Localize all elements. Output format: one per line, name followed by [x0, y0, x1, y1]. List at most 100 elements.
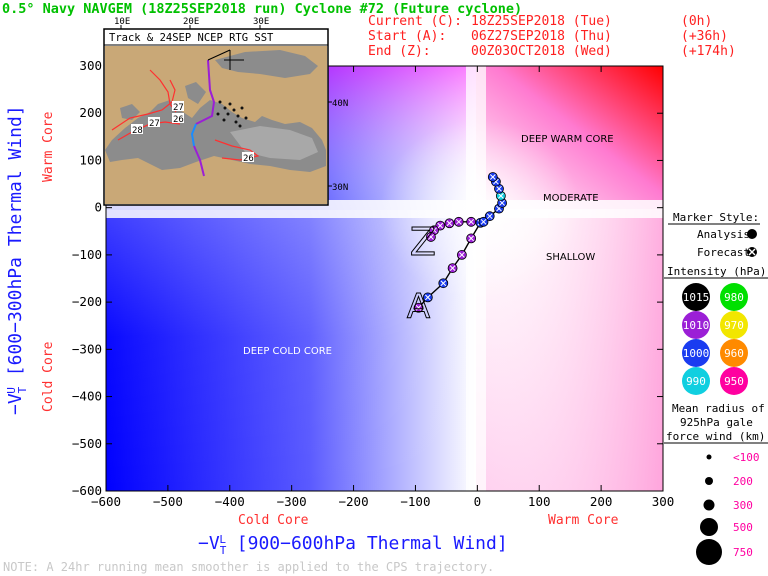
label-deep-cold-core: DEEP COLD CORE	[243, 346, 332, 357]
trajectory-point	[444, 218, 455, 229]
radius-legend-item: 200	[705, 475, 753, 488]
inset-sst-26b: 26	[243, 154, 254, 164]
inset-sst-28: 28	[132, 126, 143, 136]
trajectory-point	[466, 216, 477, 227]
legend: Marker Style: Analysis: Forecast: Intens…	[664, 211, 768, 565]
start-marker-a: A	[407, 287, 430, 327]
trajectory-point	[456, 249, 467, 260]
legend-forecast-label: Forecast:	[697, 246, 757, 259]
svg-text:500: 500	[733, 521, 753, 534]
x-cold-core-label: Cold Core	[238, 513, 309, 528]
x-tick-label: 200	[590, 494, 613, 509]
inset-lat-30n: 30N	[332, 183, 348, 193]
y-tick-label: −200	[72, 294, 102, 309]
trajectory-point	[487, 172, 498, 182]
x-axis-ticks: −600 −500 −400 −300 −200 −100 0 100 200 300	[91, 66, 674, 509]
trajectory-point	[422, 292, 433, 303]
time-current-date: 18Z25SEP2018 (Tue)	[471, 14, 612, 29]
svg-text:960: 960	[724, 347, 744, 360]
trajectory-point	[413, 302, 424, 313]
y-tick-label: −100	[72, 247, 102, 262]
svg-text:950: 950	[724, 375, 744, 388]
x-axis-title: −VTL [900−600hPa Thermal Wind]	[198, 533, 508, 557]
svg-text:925hPa gale: 925hPa gale	[680, 416, 753, 429]
trajectory-point	[429, 225, 439, 236]
intensity-swatch: 990	[682, 367, 710, 395]
x-tick-label: −100	[400, 494, 430, 509]
inset-lon-10e: 10E	[114, 17, 130, 27]
intensity-swatch: 1010	[682, 311, 710, 339]
time-start-offset: (+36h)	[681, 29, 728, 44]
x-tick-label: −200	[339, 494, 369, 509]
intensity-swatch: 960	[720, 339, 748, 367]
time-end-label: End (Z):	[368, 44, 431, 59]
y-axis-title: −VTU [600−300hPa Thermal Wind]	[5, 105, 29, 415]
radius-legend-item: 750	[696, 539, 753, 565]
svg-text:−VTU [600−300hPa Thermal Wind]: −VTU [600−300hPa Thermal Wind]	[5, 105, 29, 415]
intensity-swatch: 1015	[682, 283, 710, 311]
time-current-label: Current (C):	[368, 14, 462, 29]
trajectory-point	[497, 198, 507, 208]
inset-title: Track & 24SEP NCEP RTG SST	[109, 32, 274, 44]
y-tick-label: −300	[72, 341, 102, 356]
y-cold-core-label: Cold Core	[41, 341, 56, 412]
footnote: NOTE: A 24hr running mean smoother is ap…	[3, 560, 494, 574]
inset-lon-30e: 30E	[253, 17, 269, 27]
svg-text:Mean radius of: Mean radius of	[672, 402, 765, 415]
svg-text:990: 990	[686, 375, 706, 388]
legend-forecast-marker	[747, 247, 757, 257]
svg-text:1010: 1010	[683, 319, 710, 332]
time-start-date: 06Z27SEP2018 (Thu)	[471, 29, 612, 44]
svg-text:force wind (km):: force wind (km):	[666, 430, 768, 443]
y-tick-label: 200	[79, 105, 102, 120]
x-warm-core-label: Warm Core	[548, 513, 619, 528]
trajectory-point	[438, 278, 449, 289]
y-tick-label: 0	[94, 200, 102, 215]
trajectory-point	[426, 232, 436, 242]
trajectory-point	[466, 233, 477, 244]
radius-legend-item: 300	[703, 499, 753, 512]
radius-legend-item: 500	[700, 518, 753, 536]
legend-intensity-title: Intensity (hPa):	[667, 265, 768, 278]
x-tick-label: −400	[215, 494, 245, 509]
trajectory-point	[453, 216, 464, 227]
inset-sst-27b: 27	[149, 119, 160, 129]
label-shallow: SHALLOW	[546, 252, 595, 263]
svg-text:970: 970	[724, 319, 744, 332]
phase-background	[106, 66, 663, 491]
trajectory-point	[447, 263, 458, 274]
x-tick-label: −300	[277, 494, 307, 509]
time-current-offset: (0h)	[681, 14, 712, 29]
y-tick-label: −500	[72, 436, 102, 451]
chart-title: 0.5° Navy NAVGEM (18Z25SEP2018 run) Cycl…	[2, 1, 522, 17]
x-tick-label: −500	[153, 494, 183, 509]
track-inset-map: 10E 20E 30E 40N 30N	[103, 17, 348, 206]
intensity-swatch: 980	[720, 283, 748, 311]
svg-text:200: 200	[733, 475, 753, 488]
x-tick-label: 100	[528, 494, 551, 509]
trajectory-point	[478, 216, 489, 227]
svg-text:1015: 1015	[683, 291, 710, 304]
cps-trajectory	[413, 172, 507, 313]
y-tick-label: −400	[72, 389, 102, 404]
end-marker-z: Z	[410, 220, 436, 264]
svg-text:300: 300	[733, 499, 753, 512]
svg-text:<100: <100	[733, 451, 760, 464]
plot-frame	[105, 65, 664, 492]
y-tick-label: 100	[79, 152, 102, 167]
legend-marker-title: Marker Style:	[673, 211, 759, 224]
legend-analysis-marker	[747, 229, 757, 239]
x-tick-label: −600	[91, 494, 121, 509]
svg-text:1000: 1000	[683, 347, 710, 360]
radius-legend-item: <100	[706, 451, 760, 464]
trajectory-endpoints: AZ	[406, 219, 436, 327]
label-moderate: MODERATE	[543, 193, 599, 204]
intensity-swatch: 1000	[682, 339, 710, 367]
time-info: Current (C): 18Z25SEP2018 (Tue) (0h) Sta…	[368, 14, 736, 59]
time-end-date: 00Z03OCT2018 (Wed)	[471, 44, 612, 59]
intensity-swatch: 950	[720, 367, 748, 395]
svg-text:750: 750	[733, 546, 753, 559]
legend-analysis-label: Analysis:	[697, 228, 757, 241]
x-tick-label: 300	[652, 494, 675, 509]
